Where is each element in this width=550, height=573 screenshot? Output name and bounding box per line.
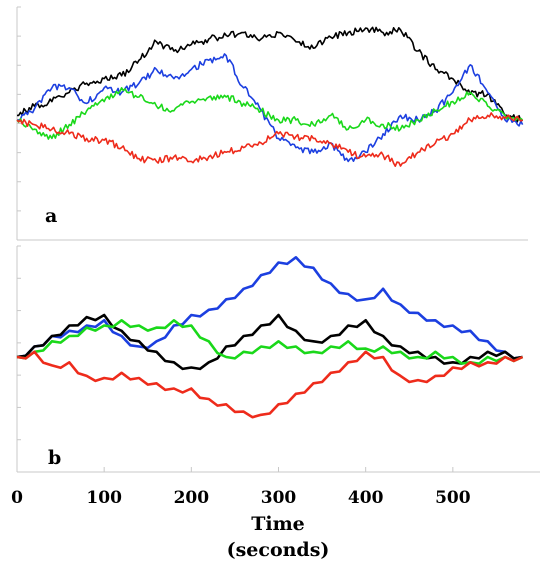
x-axis-title-line-2: (seconds): [227, 539, 330, 561]
x-tick-label: 500: [435, 488, 471, 508]
panel-a-y-ticks: [17, 6, 21, 241]
x-tick-label: 0: [11, 488, 23, 508]
panel-b-series-line: [16, 350, 524, 419]
x-tick-label: 200: [174, 488, 210, 508]
panel-b-y-ticks: [17, 245, 21, 473]
panel-a-series: [16, 26, 524, 167]
x-tick-label: 100: [86, 488, 122, 508]
x-tick-label: 300: [261, 488, 297, 508]
panel-b-label: b: [48, 447, 61, 469]
panel-b-series-line: [16, 319, 524, 365]
panel-a-series-line: [17, 26, 524, 123]
panel-b-series: [16, 256, 524, 419]
panel-a-label: a: [45, 205, 57, 227]
panel-a-series-line: [17, 53, 524, 163]
panel-b-series-line: [16, 256, 523, 360]
x-axis-title-line-1: Time: [251, 513, 305, 535]
x-tick-label: 400: [348, 488, 384, 508]
panel-a: a: [16, 6, 528, 241]
panel-a-series-line: [16, 87, 524, 140]
panel-b-series-line: [16, 313, 523, 371]
panel-a-series-line: [16, 112, 523, 167]
panel-b: b: [16, 245, 540, 473]
x-axis: 0 100 200 300 400 500: [11, 467, 471, 508]
